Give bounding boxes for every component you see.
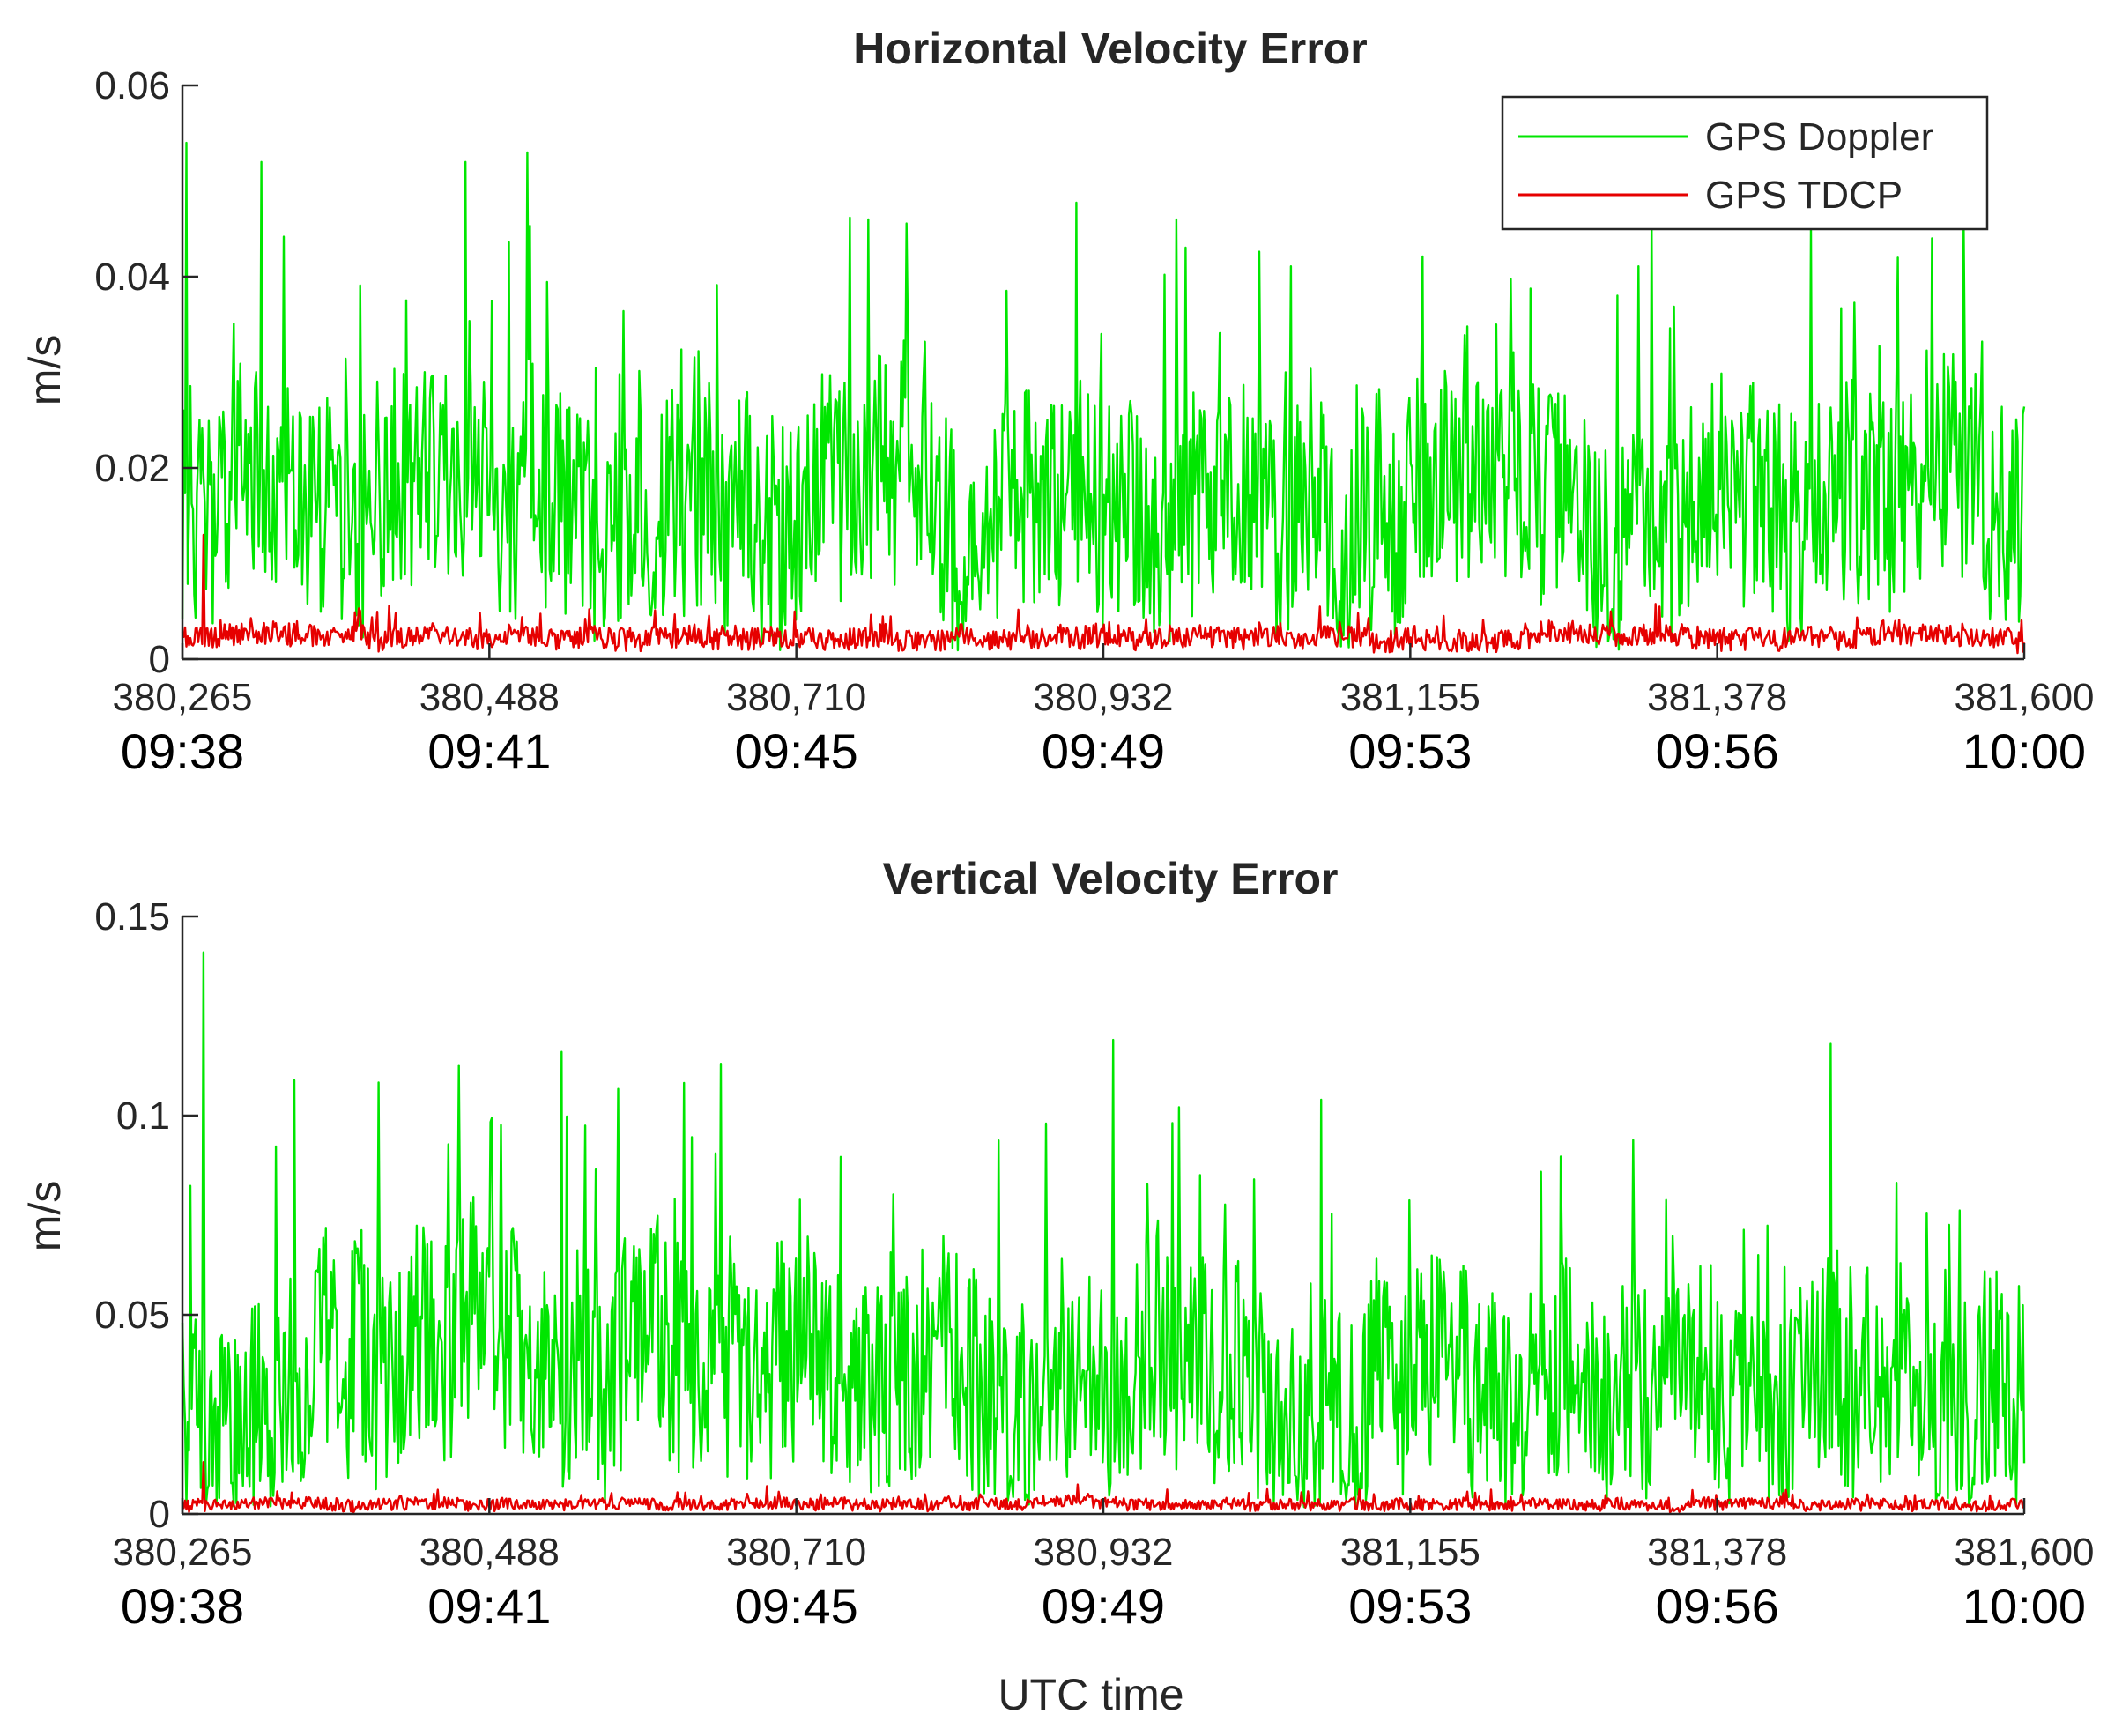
y-tick-label: 0.06 [94,64,170,108]
y-axis-label: m/s [20,335,70,406]
x-tick-time-label: 09:41 [427,723,551,779]
x-tick-time-label: 09:56 [1656,723,1779,779]
x-tick-time-label: 09:45 [735,1578,858,1634]
y-tick-label: 0.05 [94,1294,170,1337]
vertical-velocity-panel: Vertical Velocity Error m/s UTC time 0 0.… [20,854,2095,1719]
chart-title: Vertical Velocity Error [883,854,1339,903]
x-tick-time-label: 09:49 [1042,1578,1165,1634]
x-tick-label: 380,265 [112,1531,252,1574]
x-tick-label: 380,710 [726,676,866,719]
series-line-gps-doppler [181,141,2026,652]
x-tick-time-label: 09:38 [121,1578,244,1634]
legend-label: GPS TDCP [1705,174,1903,217]
x-tick-label: 380,488 [419,676,560,719]
y-tick-label: 0.04 [94,256,170,299]
x-tick-label: 381,155 [1340,1531,1480,1574]
plot-area [181,951,2026,1514]
x-tick-label: 381,155 [1340,676,1480,719]
x-tick-label: 380,265 [112,676,252,719]
legend-box [1501,95,1989,231]
y-axis-label: m/s [20,1181,70,1252]
x-tick-time-label: 09:41 [427,1578,551,1634]
x-axis-label: UTC time [998,1670,1183,1719]
y-tick-label: 0.1 [116,1094,170,1138]
y-tick-label: 0 [149,638,170,681]
x-tick-time-label: 09:53 [1348,1578,1472,1634]
y-tick-label: 0 [149,1493,170,1536]
chart-title: Horizontal Velocity Error [853,24,1367,73]
x-tick-label: 380,932 [1033,1531,1173,1574]
x-tick-time-label: 09:56 [1656,1578,1779,1634]
series-line-gps-doppler [181,951,2026,1509]
x-tick-label: 381,600 [1954,1531,2094,1574]
series-line-gps-tdcp [181,533,2026,655]
x-tick-time-label: 10:00 [1962,1578,2086,1634]
x-tick-label: 381,378 [1647,676,1787,719]
y-tick-label: 0.02 [94,447,170,490]
x-tick-time-label: 10:00 [1962,723,2086,779]
x-tick-label: 381,600 [1954,676,2094,719]
axes [181,84,2026,661]
plot-area [181,141,2026,655]
x-tick-label: 380,932 [1033,676,1173,719]
x-tick-time-label: 09:38 [121,723,244,779]
legend: GPS Doppler GPS TDCP [1501,95,1989,231]
x-tick-label: 380,488 [419,1531,560,1574]
y-tick-label: 0.15 [94,895,170,938]
horizontal-velocity-panel: Horizontal Velocity Error m/s 00.020.040… [20,24,2095,779]
axes [181,915,2026,1516]
x-tick-time-label: 09:45 [735,723,858,779]
x-tick-label: 381,378 [1647,1531,1787,1574]
x-tick-time-label: 09:53 [1348,723,1472,779]
x-tick-time-label: 09:49 [1042,723,1165,779]
x-tick-label: 380,710 [726,1531,866,1574]
legend-label: GPS Doppler [1705,115,1933,159]
